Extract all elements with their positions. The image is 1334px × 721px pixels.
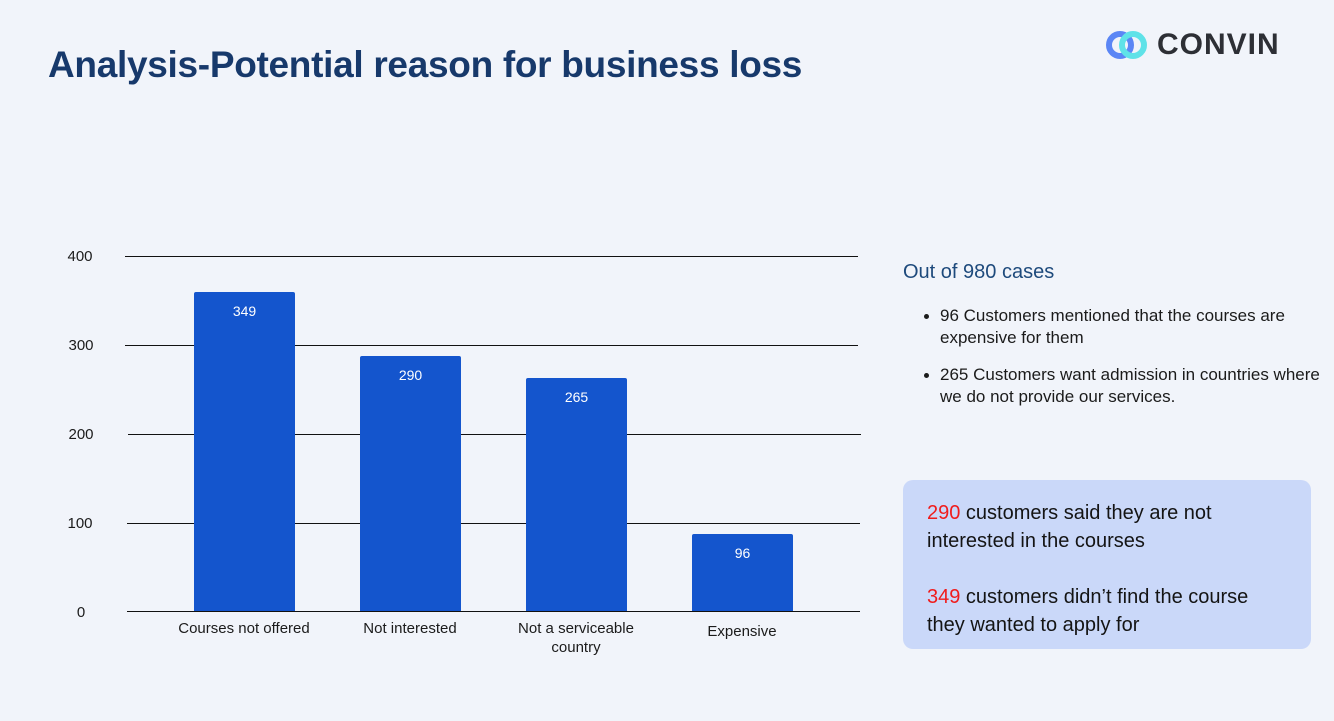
x-tick-label: Not a serviceable country (518, 620, 634, 656)
y-tick-label: 400 (67, 248, 93, 265)
logo-ring-cyan (1119, 31, 1147, 59)
callout-item: 349 customers didn’t find the course the… (927, 583, 1287, 639)
bar-value-label: 96 (734, 545, 751, 561)
bar-courses-not-offered: 349 (194, 292, 295, 612)
y-tick-label: 200 (68, 426, 94, 443)
gridline-100 (127, 523, 860, 525)
convin-rings-icon (1106, 31, 1148, 59)
bar-value-label: 290 (398, 367, 423, 383)
summary-bullet: 265 Customers want admission in countrie… (921, 364, 1321, 408)
callout-item: 290 customers said they are not interest… (927, 499, 1287, 555)
gridline-300 (125, 345, 858, 347)
bar-value-label: 265 (564, 389, 589, 405)
callout-number: 290 (927, 502, 961, 524)
summary-bullet: 96 Customers mentioned that the courses … (921, 305, 1321, 349)
gridline-400 (125, 256, 858, 258)
y-tick-label: 300 (68, 337, 94, 354)
x-tick-label: Expensive (707, 623, 777, 640)
convin-logo: CONVIN (1106, 28, 1280, 61)
gridline-200 (128, 434, 861, 436)
x-tick-label: Not interested (363, 620, 457, 637)
bar-expensive: 96 (692, 534, 793, 612)
callout-text: customers didn’t find the course they wa… (927, 586, 1249, 636)
bar-value-label: 349 (232, 303, 257, 319)
summary-heading: Out of 980 cases (903, 261, 1055, 283)
callout-text: customers said they are not interested i… (927, 502, 1212, 552)
callout-number: 349 (927, 586, 961, 608)
x-tick-label: Courses not offered (178, 620, 310, 637)
summary-bullet-list: 96 Customers mentioned that the courses … (921, 305, 1321, 423)
logo-text: CONVIN (1157, 28, 1280, 61)
highlight-callout-box: 290 customers said they are not interest… (903, 480, 1311, 649)
x-axis-baseline (127, 611, 860, 613)
page-title: Analysis-Potential reason for business l… (48, 44, 803, 85)
bar-chart: 400 300 200 100 0 349 290 265 96 Courses… (67, 248, 861, 656)
y-tick-label: 0 (76, 604, 86, 621)
y-tick-label: 100 (67, 515, 93, 532)
bar-not-interested: 290 (360, 356, 461, 612)
bar-not-serviceable-country: 265 (526, 378, 627, 612)
